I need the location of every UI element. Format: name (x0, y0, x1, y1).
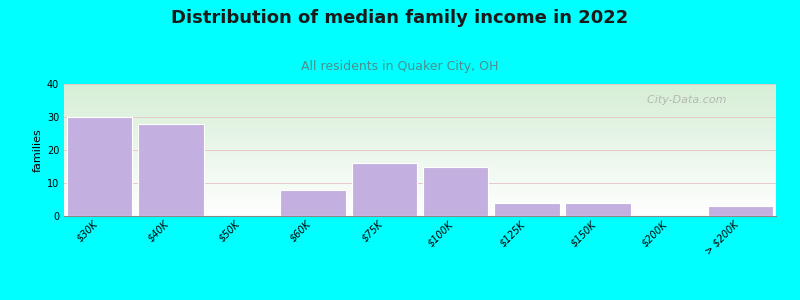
Text: All residents in Quaker City, OH: All residents in Quaker City, OH (302, 60, 498, 73)
Bar (566, 203, 630, 216)
Bar (281, 190, 346, 216)
Bar (708, 206, 773, 216)
Bar (423, 167, 488, 216)
Bar (138, 124, 203, 216)
Y-axis label: families: families (33, 128, 42, 172)
Text: City-Data.com: City-Data.com (640, 95, 726, 105)
Bar (494, 203, 559, 216)
Bar (352, 163, 417, 216)
Text: Distribution of median family income in 2022: Distribution of median family income in … (171, 9, 629, 27)
Bar (67, 117, 132, 216)
